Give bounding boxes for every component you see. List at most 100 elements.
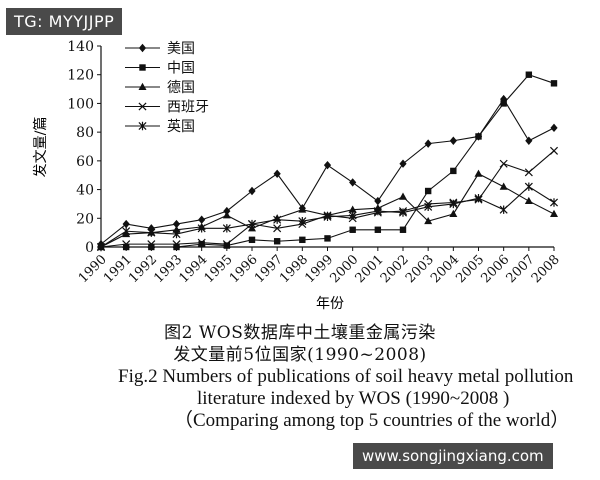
x-tick-label: 1993 (151, 252, 185, 286)
series-layer (96, 71, 559, 252)
data-point (399, 159, 407, 168)
data-point (222, 211, 231, 219)
series-2 (97, 71, 558, 251)
x-tick-label: 2008 (529, 252, 563, 286)
x-tick-label: 1991 (101, 252, 135, 286)
x-tick-label: 1998 (277, 252, 311, 286)
data-point (549, 146, 559, 155)
y-tick-label: 20 (76, 211, 94, 227)
data-point (96, 242, 106, 252)
y-tick-label: 0 (85, 240, 94, 256)
figure-caption: 图2 WOS数据库中土壤重金属污染 发文量前5位国家(1990~2008) Fi… (0, 322, 600, 432)
data-point (399, 192, 407, 200)
caption-en-line-1: Fig.2 Numbers of publications of soil he… (118, 366, 574, 387)
data-point (525, 71, 533, 78)
data-point (424, 139, 432, 148)
legend-marker (139, 64, 146, 71)
legend-label: 英国 (167, 118, 195, 135)
x-tick-label: 2001 (353, 252, 387, 286)
caption-en-line-2: literature indexed by WOS (1990~2008 ) (197, 388, 510, 409)
x-tick-label: 1999 (302, 252, 336, 286)
data-point (223, 242, 231, 249)
legend-label: 中国 (167, 61, 195, 77)
legend-item-2: 中国 (125, 61, 195, 77)
data-point (499, 205, 508, 214)
series-5 (96, 182, 559, 252)
caption-zh-line-1: 图2 WOS数据库中土壤重金属污染 (164, 323, 436, 343)
caption-en-line-3: （Comparing among top 5 countries of the … (174, 410, 570, 431)
data-point (348, 205, 357, 213)
data-point (474, 193, 483, 203)
x-tick-label: 2005 (453, 252, 487, 286)
y-tick-label: 120 (67, 68, 94, 84)
legend-marker (138, 43, 147, 53)
data-point (172, 225, 181, 233)
data-point (147, 240, 156, 249)
x-tick-label: 2007 (504, 252, 538, 286)
legend-marker (138, 82, 147, 90)
data-point (550, 209, 558, 217)
data-point (273, 238, 281, 245)
y-tick-label: 40 (76, 183, 94, 199)
data-point (398, 208, 408, 217)
y-tick-label: 80 (76, 125, 94, 141)
data-point (172, 229, 181, 239)
data-point (475, 133, 482, 140)
x-tick-label: 1990 (76, 252, 110, 286)
data-point (273, 215, 282, 224)
series-1 (97, 94, 558, 249)
data-point (173, 243, 180, 251)
legend-label: 西班牙 (167, 100, 209, 116)
data-point (298, 216, 307, 226)
data-point (499, 182, 508, 190)
data-point (299, 236, 306, 244)
axes: 0204060801001201401990199119921993199419… (67, 39, 563, 286)
data-point (324, 235, 331, 242)
data-point (247, 219, 257, 229)
data-point (197, 238, 206, 247)
data-point (122, 219, 130, 229)
x-tick-label: 1995 (202, 252, 236, 286)
data-point (349, 178, 357, 187)
data-point (223, 206, 231, 216)
data-point (172, 219, 181, 229)
x-axis-title: 年份 (316, 296, 344, 312)
x-tick-label: 1994 (176, 252, 210, 286)
data-point (148, 243, 155, 251)
data-point (222, 240, 231, 249)
x-tick-label: 1992 (126, 252, 160, 286)
data-point (122, 243, 130, 251)
data-point (198, 240, 205, 248)
data-point (348, 211, 357, 220)
data-point (248, 236, 256, 244)
x-tick-label: 2000 (327, 252, 361, 286)
x-tick-label: 1997 (252, 252, 286, 286)
data-point (449, 136, 457, 145)
data-point (525, 136, 533, 145)
legend-item-4: 西班牙 (125, 100, 209, 116)
data-point (549, 198, 559, 207)
data-point (122, 227, 131, 236)
data-point (524, 196, 533, 205)
bottom-watermark-badge: www.songjingxiang.com (353, 443, 553, 469)
data-point (147, 228, 156, 237)
data-point (424, 216, 433, 225)
legend-item-1: 美国 (125, 41, 195, 57)
y-tick-label: 140 (67, 39, 94, 55)
data-point (550, 123, 558, 133)
legend-marker (138, 102, 147, 111)
data-point (399, 226, 407, 233)
legend-label: 德国 (167, 80, 195, 96)
data-point (298, 205, 307, 213)
legend-label: 美国 (167, 41, 195, 57)
data-point (122, 240, 131, 249)
caption-zh-line-2: 发文量前5位国家(1990~2008) (173, 345, 427, 365)
x-tick-label: 2003 (403, 252, 437, 286)
data-point (172, 240, 181, 249)
data-point (197, 224, 206, 233)
data-point (499, 159, 508, 168)
legend-item-5: 英国 (125, 118, 195, 135)
data-point (424, 187, 432, 195)
data-point (323, 160, 332, 170)
